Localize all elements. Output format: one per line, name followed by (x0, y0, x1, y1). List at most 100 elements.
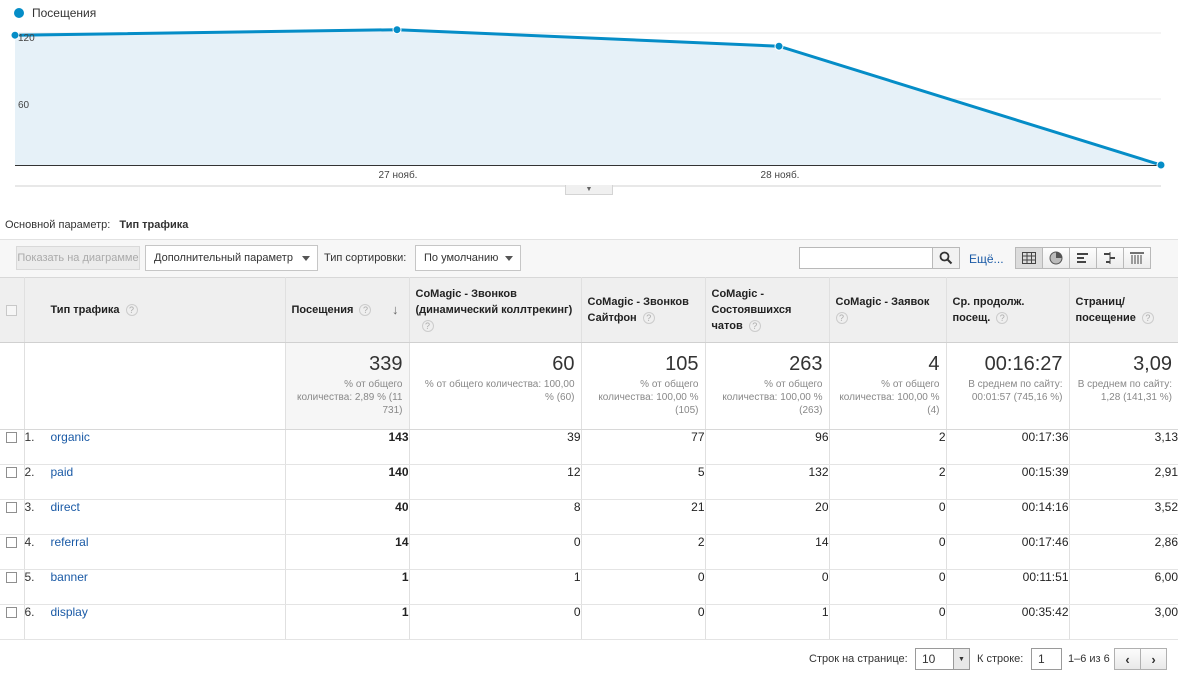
help-icon[interactable]: ? (835, 312, 848, 325)
pagination-bar: Строк на странице: 10 ▼ К строке: 1 1–6 … (0, 645, 1178, 675)
metric-cell-calls-site: 0 (581, 604, 706, 640)
col-header-label: CoMagic - Состоявшихся чатов (711, 288, 792, 332)
table-view-button[interactable] (1015, 247, 1043, 269)
col-header-label: Страниц/ посещение (1075, 296, 1136, 324)
traffic-type-link[interactable]: banner (50, 570, 88, 584)
sort-type-dropdown[interactable]: По умолчанию (415, 245, 521, 271)
total-value: 60 (552, 353, 575, 375)
prev-page-button[interactable]: ‹ (1114, 648, 1141, 670)
metric-cell-visits: 14 (285, 534, 410, 570)
row-select-cell (0, 534, 25, 570)
row-select-cell (0, 499, 25, 535)
row-checkbox[interactable] (6, 502, 18, 514)
col-header-avg-duration[interactable]: Ср. продолж. посещ.? (946, 277, 1070, 343)
total-value: 339 (369, 353, 403, 375)
series-dot-icon (14, 8, 24, 18)
search-button[interactable] (932, 247, 960, 269)
row-checkbox[interactable] (6, 432, 18, 444)
help-icon[interactable]: ? (642, 312, 655, 325)
help-icon[interactable]: ? (748, 320, 761, 333)
help-icon[interactable]: ? (421, 320, 434, 333)
metric-cell-calls-site: 77 (581, 429, 706, 465)
col-header-label: Тип трафика (50, 304, 120, 316)
traffic-type-link[interactable]: paid (50, 465, 74, 479)
metric-cell-visits: 1 (285, 569, 410, 605)
secondary-dimension-dropdown[interactable]: Дополнительный параметр (145, 245, 318, 271)
total-subtext: % от общего количества: 100,00 % (60) (424, 379, 575, 403)
metric-cell-pages: 6,00 (1069, 569, 1178, 605)
col-header-leads[interactable]: CoMagic - Заявок? (829, 277, 947, 343)
col-header-pages-per-visit[interactable]: Страниц/ посещение? (1069, 277, 1178, 343)
rows-per-page-value: 10 (922, 652, 936, 666)
table-search-input[interactable] (799, 247, 933, 269)
caret-down-icon (505, 256, 513, 261)
select-all-checkbox[interactable] (6, 304, 18, 316)
row-checkbox[interactable] (6, 467, 18, 479)
total-subtext: В среднем по сайту: 1,28 (141,31 %) (1077, 379, 1172, 403)
metric-cell-calls-site: 0 (581, 569, 706, 605)
metric-cell-calls-dyn: 0 (409, 534, 582, 570)
row-select-cell (0, 604, 25, 640)
data-point (1156, 160, 1166, 170)
total-cell: 263 % от общего количества: 100,00 % (263… (705, 342, 830, 430)
y-tick-label: 60 (18, 100, 30, 111)
col-header-calls-dynamic[interactable]: CoMagic - Звонков (динамический коллтрек… (409, 277, 582, 343)
col-header-chats[interactable]: CoMagic - Состоявшихся чатов? (705, 277, 830, 343)
metric-cell-duration: 00:15:39 (946, 464, 1070, 500)
plot-rows-button[interactable]: Показать на диаграмме (16, 246, 140, 270)
comparison-icon (1104, 252, 1115, 264)
next-page-button[interactable]: › (1140, 648, 1167, 670)
total-cell: 339 % от общего количества: 2,89 % (11 73… (285, 342, 410, 430)
help-icon[interactable]: ? (359, 304, 372, 316)
metric-cell-chats: 132 (705, 464, 830, 500)
help-icon[interactable]: ? (996, 312, 1009, 325)
row-checkbox[interactable] (6, 572, 18, 584)
chevron-right-icon: › (1151, 651, 1156, 667)
pivot-view-button[interactable] (1123, 247, 1151, 269)
secondary-dimension-label: Дополнительный параметр (154, 252, 293, 264)
legend-label: Посещения (32, 6, 97, 20)
primary-dimension-value[interactable]: Тип трафика (119, 219, 189, 231)
row-select-cell (0, 429, 25, 465)
row-dimension-cell: 5. banner (24, 569, 286, 605)
line-chart: Посещения 120 60 27 нояб. 28 нояб. ▼ (0, 0, 1178, 200)
traffic-type-link[interactable]: referral (50, 535, 89, 549)
total-value: 00:16:27 (984, 353, 1063, 375)
pie-view-button[interactable] (1042, 247, 1070, 269)
advanced-filter-link[interactable]: Ещё... (969, 252, 1004, 266)
row-checkbox[interactable] (6, 537, 18, 549)
comparison-view-button[interactable] (1096, 247, 1124, 269)
chart-collapse-handle[interactable]: ▼ (565, 185, 613, 195)
col-header-calls-sitephone[interactable]: CoMagic - Звонков Сайтфон? (581, 277, 706, 343)
table-row: 5. banner 1 1 0 0 0 00:11:51 6,00 (0, 569, 1178, 605)
row-checkbox[interactable] (6, 607, 18, 619)
traffic-type-link[interactable]: direct (50, 500, 80, 514)
total-value: 3,09 (1133, 353, 1172, 375)
metric-cell-pages: 3,52 (1069, 499, 1178, 535)
traffic-type-link[interactable]: display (50, 605, 88, 619)
help-icon[interactable]: ? (1141, 312, 1154, 325)
total-cell: 00:16:27 В среднем по сайту: 00:01:57 (74… (946, 342, 1070, 430)
rows-per-page-select[interactable]: 10 ▼ (915, 648, 970, 670)
chart-legend[interactable]: Посещения (14, 6, 96, 20)
metric-cell-pages: 2,86 (1069, 534, 1178, 570)
chevron-down-icon: ▼ (585, 186, 593, 193)
total-cell: 60 % от общего количества: 100,00 % (60) (409, 342, 582, 430)
col-header-traffic-type[interactable]: Тип трафика? (24, 277, 286, 343)
primary-dimension-label: Основной параметр: (5, 219, 111, 231)
view-switcher (1015, 247, 1151, 269)
col-header-visits[interactable]: Посещения? ↓ (285, 277, 410, 343)
select-all-cell (0, 277, 25, 343)
primary-dimension: Основной параметр: Тип трафика (5, 219, 188, 231)
pivot-table-icon (1130, 252, 1144, 264)
col-header-label: CoMagic - Звонков Сайтфон (587, 296, 689, 324)
pie-chart-icon (1049, 251, 1063, 265)
row-dimension-cell: 3. direct (24, 499, 286, 535)
help-icon[interactable]: ? (125, 304, 138, 316)
metric-cell-duration: 00:11:51 (946, 569, 1070, 605)
bar-view-button[interactable] (1069, 247, 1097, 269)
goto-row-input[interactable]: 1 (1031, 648, 1062, 670)
data-point (774, 41, 784, 51)
traffic-type-link[interactable]: organic (50, 430, 90, 444)
metric-cell-chats: 20 (705, 499, 830, 535)
